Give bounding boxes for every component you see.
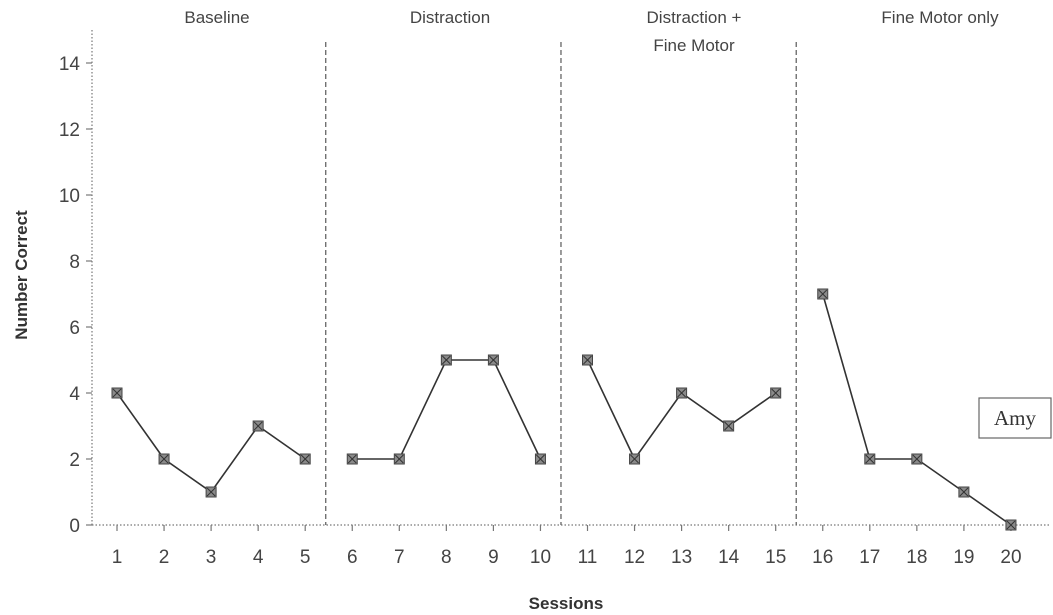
x-tick-label: 19 — [953, 547, 974, 568]
phase-label: Baseline — [184, 8, 249, 27]
x-tick-label: 13 — [671, 547, 692, 568]
x-tick-label: 9 — [488, 547, 499, 568]
data-point-hatch — [441, 355, 451, 365]
x-tick-label: 5 — [300, 547, 311, 568]
data-point-hatch — [912, 454, 922, 464]
x-tick-label: 18 — [906, 547, 927, 568]
data-point — [346, 453, 358, 465]
data-point — [676, 387, 688, 399]
data-point-hatch — [1006, 520, 1016, 530]
phase-label-line: Distraction — [410, 8, 490, 27]
data-point-hatch — [583, 355, 592, 365]
x-tick-label: 3 — [206, 547, 217, 568]
phase-labels: Baseline Distraction Distraction + Fine Mot… — [184, 8, 999, 55]
data-point — [629, 453, 641, 465]
series-line — [352, 359, 542, 460]
y-tick-label: 4 — [69, 384, 80, 405]
data-point-hatch — [159, 454, 169, 464]
data-point-hatch — [536, 454, 545, 464]
data-point — [440, 354, 452, 366]
data-point — [817, 288, 829, 300]
data-point-hatch — [206, 487, 216, 497]
y-tick-label: 10 — [59, 186, 80, 207]
series-line — [116, 392, 306, 494]
data-point — [1005, 519, 1017, 531]
data-point-hatch — [724, 421, 734, 431]
data-point — [958, 486, 970, 498]
participant-label: Amy — [994, 406, 1037, 430]
data-point — [770, 387, 782, 399]
data-point-hatch — [300, 454, 310, 464]
x-tick-label: 8 — [441, 547, 452, 568]
x-tick-label: 4 — [253, 547, 264, 568]
y-tick-label: 14 — [59, 54, 81, 75]
data-point — [111, 387, 123, 399]
data-point-hatch — [489, 355, 498, 365]
phase-label: Distraction — [410, 8, 490, 27]
phase-label-line: Fine Motor only — [881, 8, 999, 27]
data-point-hatch — [959, 487, 969, 497]
x-tick-label: 14 — [718, 547, 740, 568]
y-tick-label: 6 — [69, 318, 80, 339]
phase-change-lines — [325, 42, 797, 525]
data-point-hatch — [347, 454, 357, 464]
x-tick-label: 20 — [1000, 547, 1021, 568]
phase-label-line: Fine Motor — [653, 36, 735, 55]
data-series — [111, 288, 1017, 531]
data-point — [864, 453, 876, 465]
x-tick-label: 15 — [765, 547, 786, 568]
data-point — [723, 420, 735, 432]
participant-label-frame — [978, 397, 1052, 439]
x-tick-label: 7 — [394, 547, 405, 568]
x-tick-label: 16 — [812, 547, 833, 568]
data-point — [252, 420, 264, 432]
phase-label: Fine Motor only — [881, 8, 999, 27]
phase-label-line: Baseline — [184, 8, 249, 27]
y-axis-title: Number Correct — [12, 210, 31, 340]
data-point — [534, 453, 546, 465]
data-point — [582, 354, 593, 366]
x-axis-title: Sessions — [529, 594, 604, 613]
data-point-hatch — [253, 421, 263, 431]
data-point — [487, 354, 499, 366]
data-point — [205, 486, 217, 498]
series-line — [586, 359, 777, 461]
data-point-hatch — [865, 454, 875, 464]
x-tick-label: 12 — [624, 547, 645, 568]
phase-label-line: Distraction + — [647, 8, 742, 27]
data-point — [911, 453, 923, 465]
data-point-hatch — [630, 454, 639, 464]
x-tick-label: 11 — [578, 547, 598, 568]
y-tick-label: 2 — [69, 450, 80, 471]
phase-label: Distraction + Fine Motor — [647, 8, 742, 55]
data-point-hatch — [394, 454, 404, 464]
y-tick-label: 8 — [69, 252, 80, 273]
x-tick-label: 17 — [859, 547, 880, 568]
data-point — [393, 453, 405, 465]
data-point-hatch — [818, 289, 828, 299]
x-tick-label: 10 — [530, 547, 551, 568]
data-point-hatch — [677, 388, 686, 398]
x-tick-label: 1 — [112, 547, 123, 568]
x-tick-label: 2 — [159, 547, 170, 568]
participant-label-box: Amy — [978, 397, 1052, 439]
data-point — [299, 453, 311, 465]
data-point-hatch — [771, 388, 781, 398]
axes — [86, 30, 1050, 531]
y-tick-label: 12 — [59, 120, 80, 141]
y-tick-label: 0 — [69, 516, 80, 537]
data-point-hatch — [112, 388, 122, 398]
data-point — [158, 453, 170, 465]
x-tick-label: 6 — [347, 547, 358, 568]
